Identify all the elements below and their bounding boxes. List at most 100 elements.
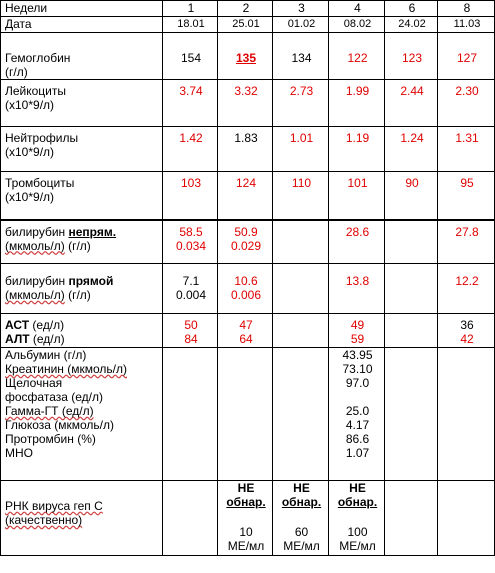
bilirubin-indirect-value: 27.8 [437,219,495,264]
leukocytes-label: Лейкоциты (х10*9/л) [0,79,163,127]
bilirubin-direct-prefix: билирубин [5,274,69,288]
date-label: Дата [0,16,163,33]
hcv-label: РНК вируса геп С (качественно) [0,480,163,556]
ast-alt-label: АСТ (ед/л) АЛТ (ед/л) [0,313,163,348]
hemoglobin-value: 122 [328,32,385,80]
week-cell: 3 [272,0,329,17]
leukocytes-value: 2.44 [384,79,438,127]
albumin-label: Альбумин (г/л) [5,348,87,363]
biochem-empty [384,347,438,481]
week-cell: 1 [162,0,218,17]
platelets-value: 124 [217,171,273,220]
bilirubin-indirect-value: 28.6 [328,219,385,264]
alp-value: 97.0 [345,376,370,390]
biochem-row: Альбумин (г/л) Креатинин (мкмоль/л) Щело… [0,347,495,481]
neutrophils-name: Нейтрофилы [5,131,79,145]
platelets-name: Тромбоциты [5,176,75,190]
neutrophils-label: Нейтрофилы (х10*9/л) [0,126,163,172]
hemoglobin-value: 123 [384,32,438,80]
leukocytes-value: 2.73 [272,79,329,127]
ast-alt-value [384,313,438,348]
date-cell: 08.02 [328,16,385,33]
bilirubin-direct-bold: прямой [68,274,114,288]
leukocytes-name: Лейкоциты [5,84,67,98]
bilirubin-indirect-value [384,219,438,264]
ast-alt-value: 49 59 [328,313,385,348]
ast-alt-value: 36 42 [437,313,495,348]
ast-alt-row: АСТ (ед/л) АЛТ (ед/л) 50 84 47 64 49 59 … [0,313,495,348]
platelets-row: Тромбоциты (х10*9/л) 103 124 110 101 90 … [0,171,495,220]
platelets-value: 110 [272,171,329,220]
date-cell: 18.01 [162,16,218,33]
leukocytes-unit: (х10*9/л) [5,98,55,112]
neutrophils-value: 1.83 [217,126,273,172]
bilirubin-direct-label: билирубин прямой (мкмоль/л) (г/л) [0,263,163,314]
hemoglobin-value: 135 [217,32,273,80]
hcv-result: НЕ обнар. 10 МЕ/мл [217,480,273,556]
ast-alt-value: 50 84 [162,313,218,348]
lab-results-table: Недели 1 2 3 4 6 8 Дата 18.01 25.01 01.0… [0,0,495,556]
week-cell: 8 [437,0,495,17]
date-cell: 11.03 [437,16,495,33]
hemoglobin-value: 134 [272,32,329,80]
biochem-empty [162,347,218,481]
ast-alt-value [272,313,329,348]
hcv-result: НЕ обнар. 100 МЕ/мл [328,480,385,556]
ggt-value: 25.0 [345,404,370,418]
bilirubin-indirect-bold: непрям. [68,224,117,239]
ast-label: АСТ [5,318,30,332]
bilirubin-direct-row: билирубин прямой (мкмоль/л) (г/л) 7.1 0.… [0,263,495,314]
ast-alt-value: 47 64 [217,313,273,348]
albumin-value: 43.95 [342,348,373,363]
alp-label-1: Щелочная [5,376,63,390]
date-cell: 25.01 [217,16,273,33]
biochem-labels: Альбумин (г/л) Креатинин (мкмоль/л) Щело… [0,347,163,481]
neutrophils-unit: (х10*9/л) [5,145,55,159]
alp-label-2: фосфатаза (ед/л) [5,390,103,404]
hcv-row: РНК вируса геп С (качественно) НЕ обнар.… [0,480,495,556]
prothrombin-value: 86.6 [345,432,370,446]
biochem-empty [437,347,495,481]
prothrombin-label: Протромбин (%) [5,432,96,446]
week-cell: 4 [328,0,385,17]
bilirubin-indirect-unit-a: (мкмоль/л) [5,238,65,253]
alt-label: АЛТ [5,332,30,346]
leukocytes-value: 3.74 [162,79,218,127]
hemoglobin-unit: (г/л) [5,65,28,79]
alt-unit: (ед/л) [29,332,65,346]
bilirubin-indirect-row: билирубин непрям. (мкмоль/л) (г/л) 58.5 … [0,219,495,264]
hcv-name: РНК вируса геп С [5,499,103,513]
week-cell: 6 [384,0,438,17]
date-cell: 24.02 [384,16,438,33]
weeks-label: Недели [0,0,163,17]
platelets-value: 101 [328,171,385,220]
platelets-label: Тромбоциты (х10*9/л) [0,171,163,220]
biochem-empty [217,347,273,481]
hcv-empty [162,480,218,556]
bilirubin-indirect-label: билирубин непрям. (мкмоль/л) (г/л) [0,219,163,264]
week-cell: 2 [217,0,273,17]
platelets-value: 95 [437,171,495,220]
dates-row: Дата 18.01 25.01 01.02 08.02 24.02 11.03 [0,16,495,33]
date-cell: 01.02 [272,16,329,33]
leukocytes-value: 3.32 [217,79,273,127]
bilirubin-direct-value: 13.8 [328,263,385,314]
bilirubin-direct-unit-b: (г/л) [64,288,91,302]
bilirubin-direct-unit-a: (мкмоль/л) [5,288,65,302]
hemoglobin-value: 154 [162,32,218,80]
ast-unit: (ед/л) [29,318,65,332]
bilirubin-direct-value: 10.6 0.006 [217,263,273,314]
inr-value: 1.07 [345,446,370,460]
neutrophils-value: 1.01 [272,126,329,172]
bilirubin-indirect-unit-b: (г/л) [64,238,91,253]
hcv-empty [384,480,438,556]
hemoglobin-label: Гемоглобин (г/л) [0,32,163,80]
glucose-label: Глюкоза (мкмоль/л) [5,418,115,432]
neutrophils-row: Нейтрофилы (х10*9/л) 1.42 1.83 1.01 1.19… [0,126,495,172]
biochem-empty [272,347,329,481]
neutrophils-value: 1.24 [384,126,438,172]
hcv-empty [437,480,495,556]
bilirubin-indirect-value: 50.9 0.029 [217,219,273,264]
hcv-result: НЕ обнар. 60 МЕ/мл [272,480,329,556]
creatinine-label: Креатинин (мкмоль/л) [5,362,127,376]
